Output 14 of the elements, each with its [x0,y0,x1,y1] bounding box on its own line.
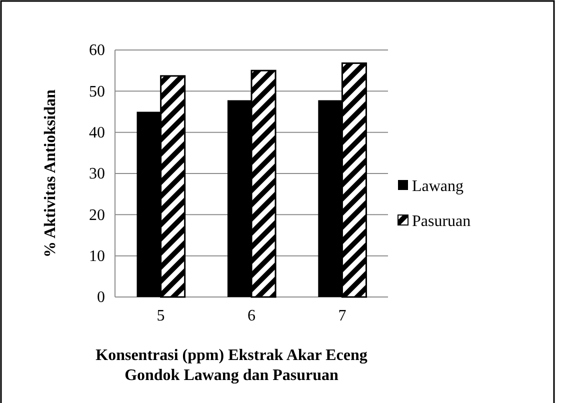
y-tick-label: 60 [89,42,105,60]
y-axis-title: % Aktivitas Antioksidan [42,89,59,258]
x-tick-label: 6 [248,307,256,324]
y-tick-label: 50 [89,83,105,100]
y-tick-label: 20 [89,206,105,224]
y-tick-label: 10 [89,248,105,265]
legend-label: Pasuruan [412,213,471,230]
y-tick-label: 30 [89,166,105,183]
x-tick-label: 5 [156,307,165,324]
x-axis-title: Konsentrasi (ppm) Ekstrak Akar Eceng Gondok Lawang dan Pasuruan [96,347,368,384]
legend-label: Lawang [412,178,464,195]
y-tick-label: 40 [89,124,105,142]
y-tick-label: 0 [97,289,105,306]
x-tick-label: 7 [338,307,346,324]
